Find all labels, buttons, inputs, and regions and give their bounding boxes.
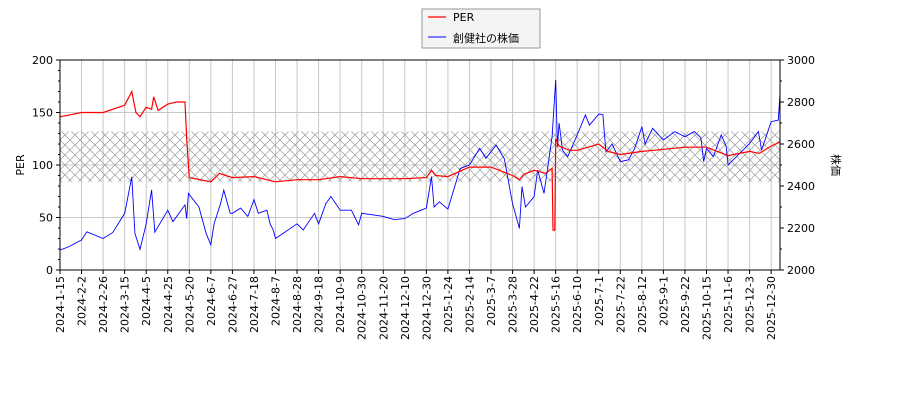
per-line: [59, 89, 781, 231]
x-tick-label: 2024-7-18: [248, 276, 261, 333]
x-tick-label: 2025-12-3: [744, 276, 757, 333]
series-lines: [59, 79, 781, 252]
x-tick-label: 2025-11-6: [722, 276, 735, 333]
legend-label-per: PER: [453, 11, 475, 24]
x-tick-label: 2025-9-22: [679, 276, 692, 333]
x-tick-label: 2024-11-20: [377, 276, 390, 340]
x-tick-label: 2024-5-20: [183, 276, 196, 333]
legend: PER 創健社の株価: [421, 8, 541, 49]
x-tick-label: 2025-12-30: [765, 276, 778, 340]
x-tick-label: 2024-6-7: [205, 276, 218, 326]
x-tick-label: 2025-7-22: [614, 276, 627, 333]
x-tick-label: 2025-7-1: [593, 276, 606, 326]
x-tick-label: 2025-8-12: [636, 276, 649, 333]
x-tick-label: 2024-4-5: [140, 276, 153, 326]
y-axis-right-label: 株価: [829, 154, 843, 176]
x-tick-label: 2024-3-15: [119, 276, 132, 333]
x-tick-label: 2025-3-28: [507, 276, 520, 333]
x-tick-label: 2024-2-2: [76, 276, 89, 326]
stock-price-line: [59, 79, 781, 252]
x-tick-label: 2025-2-14: [463, 276, 476, 333]
axes: 2024-1-15 2024-2-2 2024-2-26 2024-3-15 2024-…: [32, 54, 815, 340]
x-tick-label: 2024-8-28: [291, 276, 304, 333]
y-right-tick-label: 2000: [787, 264, 815, 277]
x-tick-label: 2024-6-27: [226, 276, 239, 333]
x-tick-label: 2024-9-18: [313, 276, 326, 333]
y-axis-left-label: PER: [14, 154, 27, 176]
y-right-tick-label: 2800: [787, 96, 815, 109]
x-tick-label: 2025-6-10: [571, 276, 584, 333]
x-tick-label: 2024-2-26: [97, 276, 110, 333]
x-tick-label: 2024-12-30: [420, 276, 433, 340]
y-left-tick-label: 150: [32, 107, 53, 120]
x-tick-label: 2024-4-25: [162, 276, 175, 333]
x-tick-label: 2024-10-9: [334, 276, 347, 333]
y-right-tick-label: 2400: [787, 180, 815, 193]
y-left-tick-label: 100: [32, 159, 53, 172]
y-right-tick-label: 2200: [787, 222, 815, 235]
per-range-band: [60, 131, 780, 182]
x-tick-label: 2024-10-30: [356, 276, 369, 340]
x-tick-label: 2025-4-22: [528, 276, 541, 333]
x-tick-label: 2025-9-1: [657, 276, 670, 326]
x-tick-label: 2025-3-7: [485, 276, 498, 326]
y-right-tick-label: 3000: [787, 54, 815, 67]
x-tick-label: 2025-10-15: [701, 276, 714, 340]
legend-label-price: 創健社の株価: [453, 31, 519, 45]
y-left-tick-label: 0: [46, 264, 53, 277]
y-left-tick-label: 50: [39, 212, 53, 225]
x-tick-label: 2024-1-15: [54, 276, 67, 333]
legend-box: [421, 8, 541, 49]
y-right-tick-label: 2600: [787, 138, 815, 151]
x-tick-label: 2024-12-10: [399, 276, 412, 340]
x-tick-label: 2025-1-24: [442, 276, 455, 333]
x-tick-label: 2024-8-7: [270, 276, 283, 326]
x-tick-label: 2025-5-16: [550, 276, 563, 333]
y-left-tick-label: 200: [32, 54, 53, 67]
